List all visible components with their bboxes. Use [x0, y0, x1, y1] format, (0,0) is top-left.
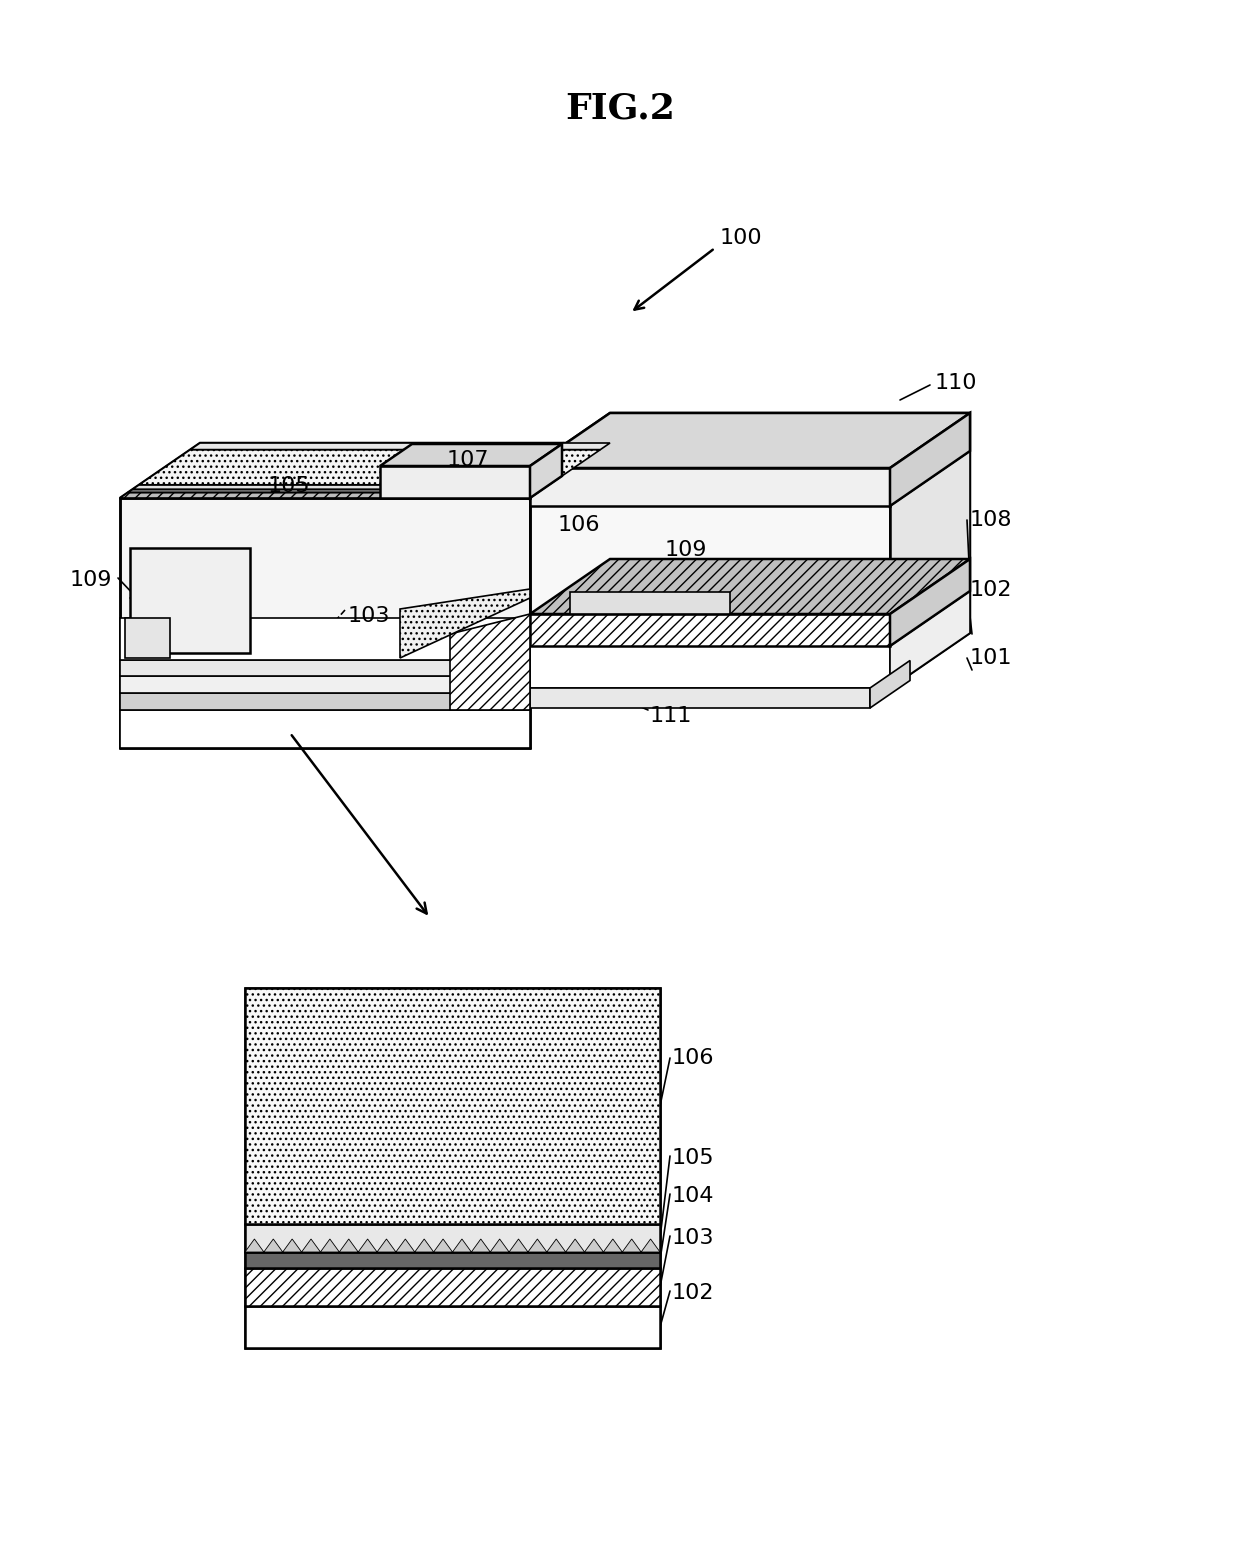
Polygon shape	[890, 560, 970, 646]
Polygon shape	[246, 1306, 660, 1348]
Polygon shape	[890, 591, 970, 688]
Polygon shape	[340, 1239, 358, 1251]
Text: 107: 107	[446, 450, 490, 470]
Polygon shape	[358, 1239, 377, 1251]
Polygon shape	[120, 660, 529, 676]
Polygon shape	[191, 444, 610, 450]
Polygon shape	[301, 1239, 320, 1251]
Polygon shape	[529, 412, 970, 467]
Text: 106: 106	[558, 514, 600, 535]
Polygon shape	[120, 444, 610, 499]
Polygon shape	[414, 1239, 434, 1251]
Polygon shape	[529, 467, 890, 506]
Text: FIG.2: FIG.2	[565, 91, 675, 125]
Polygon shape	[396, 1239, 414, 1251]
Polygon shape	[401, 590, 529, 659]
Polygon shape	[246, 1239, 264, 1251]
Polygon shape	[547, 1239, 565, 1251]
Polygon shape	[529, 615, 890, 646]
Polygon shape	[641, 1239, 660, 1251]
Polygon shape	[377, 1239, 396, 1251]
Polygon shape	[125, 618, 170, 659]
Polygon shape	[471, 1239, 490, 1251]
Polygon shape	[529, 506, 890, 615]
Polygon shape	[283, 1239, 301, 1251]
Text: 110: 110	[935, 373, 977, 394]
Polygon shape	[379, 466, 529, 499]
Polygon shape	[510, 1239, 528, 1251]
Polygon shape	[379, 444, 562, 466]
Polygon shape	[133, 485, 549, 489]
Polygon shape	[120, 618, 529, 660]
Text: 104: 104	[672, 1185, 714, 1206]
Polygon shape	[529, 412, 970, 467]
Polygon shape	[246, 988, 660, 1348]
Polygon shape	[622, 1239, 641, 1251]
Text: 109: 109	[665, 539, 708, 560]
Polygon shape	[246, 1225, 660, 1251]
Polygon shape	[120, 710, 529, 748]
Polygon shape	[565, 1239, 584, 1251]
Text: 105: 105	[268, 477, 311, 495]
Polygon shape	[529, 560, 970, 615]
Polygon shape	[529, 467, 890, 688]
Polygon shape	[890, 412, 970, 688]
Polygon shape	[890, 452, 970, 615]
Polygon shape	[120, 492, 538, 499]
Text: 106: 106	[672, 1047, 714, 1068]
Polygon shape	[139, 450, 600, 485]
Text: 102: 102	[970, 580, 1013, 601]
Polygon shape	[870, 660, 910, 709]
Polygon shape	[529, 646, 890, 688]
Polygon shape	[529, 688, 870, 709]
Polygon shape	[246, 1251, 660, 1269]
Text: 105: 105	[672, 1148, 714, 1168]
Polygon shape	[453, 1239, 471, 1251]
Polygon shape	[604, 1239, 622, 1251]
Polygon shape	[528, 1239, 547, 1251]
Text: 109: 109	[69, 571, 113, 590]
Text: 108: 108	[970, 510, 1013, 530]
Polygon shape	[450, 615, 529, 710]
Text: 100: 100	[720, 227, 763, 248]
Polygon shape	[246, 988, 660, 1225]
Polygon shape	[120, 693, 529, 710]
Polygon shape	[246, 1269, 660, 1306]
Polygon shape	[120, 499, 529, 748]
Polygon shape	[120, 676, 529, 693]
Polygon shape	[130, 547, 250, 652]
Polygon shape	[264, 1239, 283, 1251]
Text: 103: 103	[672, 1228, 714, 1248]
Polygon shape	[584, 1239, 604, 1251]
Text: 102: 102	[672, 1283, 714, 1303]
Polygon shape	[490, 1239, 510, 1251]
Polygon shape	[320, 1239, 340, 1251]
Polygon shape	[434, 1239, 453, 1251]
Polygon shape	[128, 489, 543, 492]
Polygon shape	[529, 444, 562, 499]
Text: 101: 101	[970, 648, 1013, 668]
Text: 111: 111	[650, 706, 692, 726]
Polygon shape	[570, 593, 730, 615]
Polygon shape	[890, 412, 970, 506]
Text: 103: 103	[348, 605, 391, 626]
